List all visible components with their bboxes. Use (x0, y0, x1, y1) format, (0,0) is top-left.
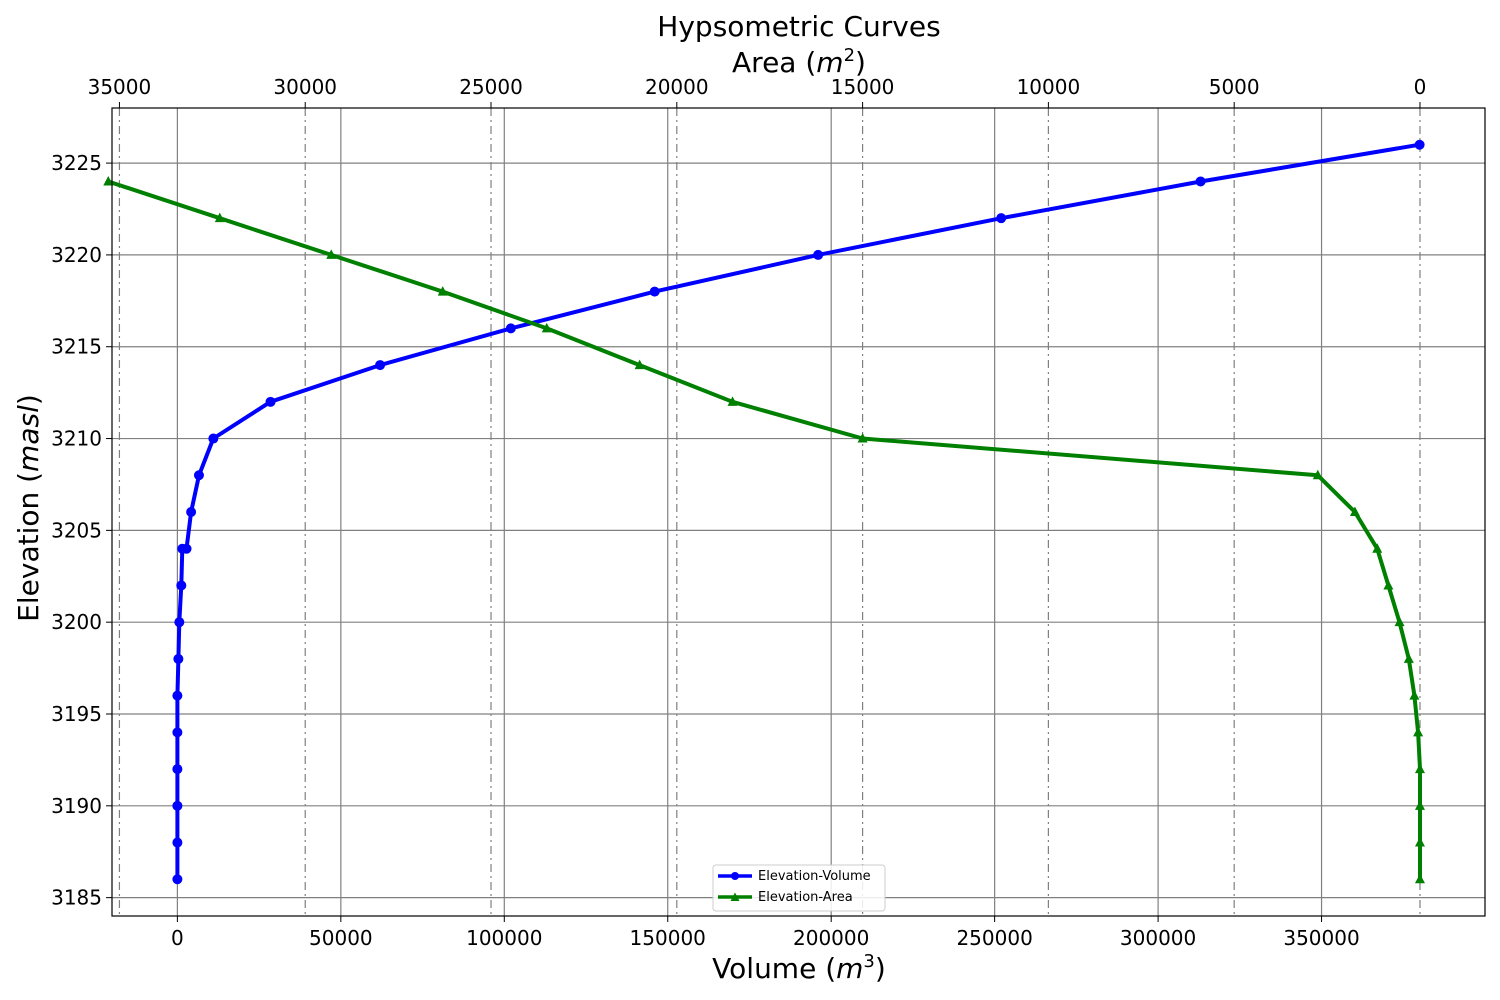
area-point (214, 212, 225, 223)
y-tick-label: 3225 (51, 151, 102, 175)
volume-point (505, 323, 516, 334)
volume-point (193, 470, 204, 481)
x-tick-label: 300000 (1120, 926, 1196, 950)
volume-point (173, 653, 184, 664)
plot-frame (111, 107, 1486, 917)
volume-point (172, 837, 183, 848)
x-tick-label: 200000 (793, 926, 869, 950)
y-tick-label: 3220 (51, 243, 102, 267)
area-point (1409, 690, 1420, 700)
x2-tick-label: 30000 (273, 75, 337, 99)
y-axis-unit: masl (12, 405, 45, 472)
area-point (326, 249, 337, 259)
chart-title: Hypsometric Curves (657, 10, 940, 43)
y-tick-label: 3190 (51, 794, 102, 818)
x-tick-label: 50000 (309, 926, 373, 950)
area-point (1372, 543, 1383, 553)
x-axis-unit-exp: 3 (863, 951, 874, 972)
area-point (857, 433, 868, 443)
volume-point (265, 396, 276, 407)
y-axis-label-text: Elevation (12, 492, 45, 622)
volume-point (172, 727, 183, 738)
y-tick-label: 3195 (51, 702, 102, 726)
tick-layer: 3185 3190 3195 3200 3205 3210 3215 3220 3225 0 500… (51, 75, 1426, 950)
top-axis-label: Area (m2) (732, 45, 866, 79)
x2-tick-label: 20000 (645, 75, 709, 99)
volume-point (1414, 139, 1425, 150)
x-tick-label: 100000 (466, 926, 542, 950)
volume-series-line (175, 142, 1420, 880)
area-point (1413, 726, 1424, 737)
y-axis-label: Elevation (masl) (12, 394, 45, 622)
volume-point (174, 617, 185, 628)
x2-tick-label: 5000 (1209, 75, 1260, 99)
volume-point (172, 690, 183, 701)
x2-tick-label: 10000 (1017, 75, 1081, 99)
legend-area-marker (730, 892, 740, 901)
x-axis-unit: m (836, 952, 863, 985)
area-series-line (107, 179, 1422, 880)
top-axis-unit: m (816, 46, 843, 79)
x-tick-label: 0 (171, 926, 184, 950)
area-point (1414, 763, 1425, 774)
area-point (1414, 837, 1425, 847)
x-tick-label: 150000 (630, 926, 706, 950)
volume-point (649, 286, 660, 297)
area-point (634, 359, 645, 370)
area-point (1312, 469, 1323, 480)
legend-box (712, 864, 886, 912)
x2-tick-label: 0 (1414, 75, 1427, 99)
legend-volume-label: Elevation-Volume (758, 869, 871, 884)
volume-point (172, 800, 183, 811)
legend-volume-marker (731, 872, 739, 880)
area-point (1394, 616, 1405, 627)
x2-tick-label: 35000 (88, 75, 152, 99)
legend: Elevation-Volume Elevation-Area (712, 864, 886, 912)
area-point (1414, 800, 1425, 810)
x2-tick-label: 25000 (459, 75, 523, 99)
volume-point (172, 764, 183, 775)
legend-area-label: Elevation-Area (758, 890, 853, 905)
volume-point (996, 213, 1007, 224)
volume-point (375, 360, 386, 371)
volume-point (186, 507, 197, 517)
y-tick-label: 3215 (51, 335, 102, 359)
area-point (1403, 653, 1414, 663)
volume-point (208, 433, 219, 444)
area-point (437, 286, 448, 296)
area-point (1414, 873, 1425, 884)
y-tick-label: 3205 (51, 518, 102, 542)
x-axis-label-text: Volume (712, 952, 816, 985)
volume-point (813, 249, 824, 260)
x-axis-label: Volume (m3) (712, 951, 886, 985)
x-tick-label: 350000 (1283, 926, 1359, 950)
area-point (1349, 506, 1360, 516)
series-layer (103, 139, 1425, 885)
grid-layer (112, 108, 1485, 916)
top-axis-label-text: Area (732, 46, 796, 79)
volume-point (181, 543, 192, 554)
area-point (1383, 579, 1394, 590)
y-tick-label: 3185 (51, 886, 102, 910)
volume-point (176, 580, 187, 591)
area-point (727, 396, 738, 406)
area-point (103, 175, 114, 186)
y-tick-label: 3200 (51, 610, 102, 634)
volume-point (1195, 176, 1206, 187)
x2-tick-label: 15000 (831, 75, 895, 99)
top-axis-unit-exp: 2 (844, 45, 855, 66)
x-tick-label: 250000 (956, 926, 1032, 950)
area-point (541, 322, 552, 333)
y-tick-label: 3210 (51, 427, 102, 451)
volume-point (172, 874, 183, 885)
